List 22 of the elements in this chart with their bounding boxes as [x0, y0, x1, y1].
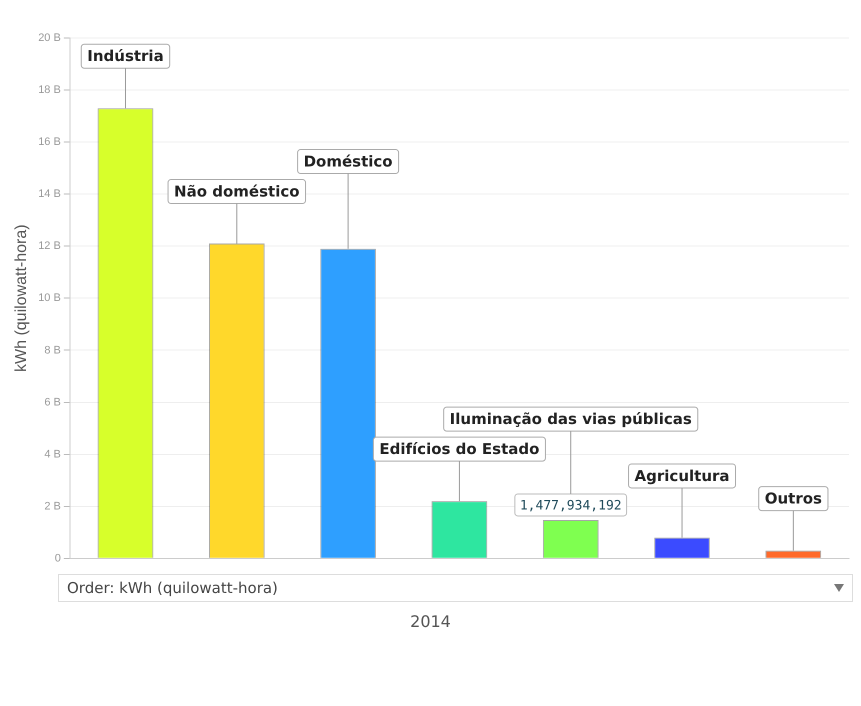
- x-tick-label: Não doméstico: [174, 182, 300, 200]
- text: Order: kWh (quilowatt-hora): [67, 579, 278, 597]
- x-tick-label: Indústria: [87, 47, 164, 66]
- data-label: 1,477,934,192: [520, 498, 622, 514]
- y-tick-label: 16 B: [38, 136, 61, 148]
- x-tick-label: Edifícios do Estado: [379, 440, 540, 458]
- x-tick-label: Doméstico: [304, 152, 393, 170]
- y-tick-label: 4 B: [44, 448, 61, 460]
- x-axis-title: 2014: [409, 612, 452, 631]
- y-tick-label: 20 B: [38, 32, 61, 44]
- y-tick-label: 14 B: [38, 188, 61, 200]
- y-tick-label: 0: [54, 552, 61, 564]
- x-tick-label: Agricultura: [634, 466, 730, 485]
- y-tick-label: 18 B: [38, 84, 61, 96]
- x-tick-label: Iluminação das vias públicas: [450, 410, 692, 428]
- y-tick-label: 8 B: [44, 344, 61, 356]
- y-tick-label: 2 B: [44, 500, 61, 512]
- x-tick-label: Outros: [764, 489, 822, 508]
- y-axis-title: kWh (quilowatt-hora): [13, 224, 30, 372]
- y-tick-label: 10 B: [38, 292, 61, 304]
- y-tick-label: 12 B: [38, 240, 61, 252]
- y-tick-label: 6 B: [44, 396, 61, 408]
